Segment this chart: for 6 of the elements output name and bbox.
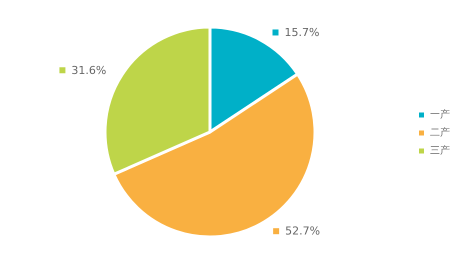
legend-label: 二产 xyxy=(430,126,450,138)
data-label: 31.6% xyxy=(71,64,106,77)
legend-label: 一产 xyxy=(430,108,450,120)
data-label: 15.7% xyxy=(284,26,320,39)
data-label: 52.7% xyxy=(285,224,320,238)
legend-label: 三产 xyxy=(430,144,450,156)
